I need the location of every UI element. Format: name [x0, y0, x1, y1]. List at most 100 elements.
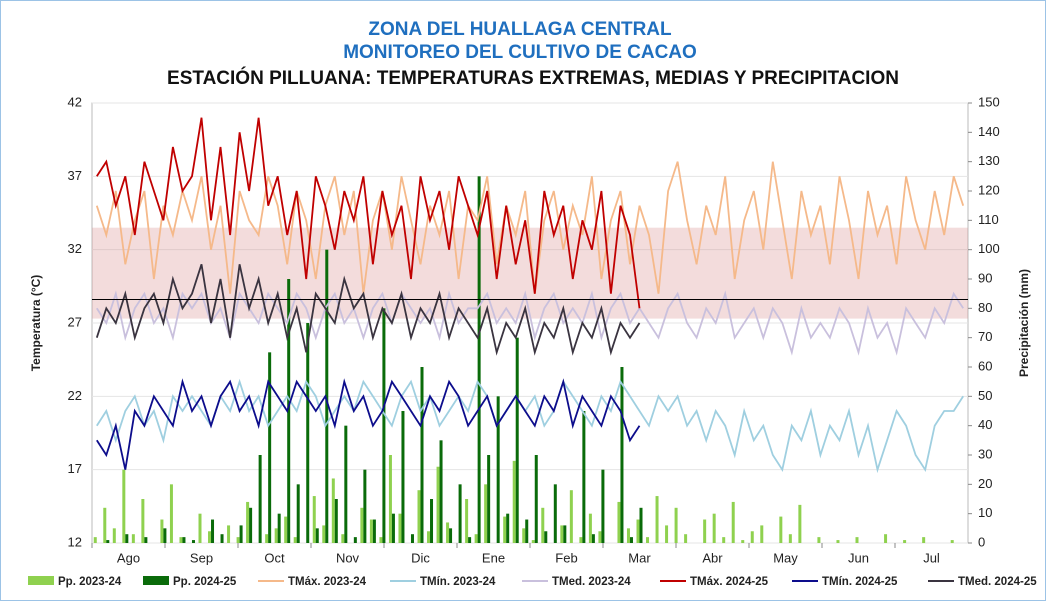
x-tick-label: Abr: [702, 550, 723, 565]
precip-bar: [534, 455, 538, 543]
precip-bar: [569, 490, 573, 543]
precip-bar: [646, 537, 650, 543]
precip-bar: [836, 540, 840, 543]
series-line: [96, 378, 964, 474]
y2-tick-label: 70: [978, 329, 992, 344]
precip-bar: [544, 531, 548, 543]
y-axis-label: Temperatura (°C): [29, 275, 43, 372]
precip-bar: [531, 540, 535, 543]
y2-tick-label: 120: [978, 182, 1000, 197]
precip-bar: [598, 531, 602, 543]
y2-tick-label: 130: [978, 153, 1000, 168]
precip-bar: [360, 507, 364, 543]
precip-bar: [439, 440, 443, 543]
series-line: [95, 264, 641, 356]
precip-bar: [131, 534, 135, 543]
y2-tick-label: 90: [978, 270, 992, 285]
precip-bar: [579, 537, 583, 543]
precip-bar: [182, 537, 186, 543]
legend-label: TMáx. 2024-25: [690, 576, 769, 588]
y2-tick-label: 0: [978, 534, 985, 549]
precip-bar: [636, 519, 640, 543]
precip-bar: [779, 516, 783, 543]
precip-bar: [353, 537, 357, 543]
precip-bar: [379, 537, 383, 543]
series-line: [96, 290, 964, 356]
y-tick-label: 22: [68, 388, 82, 403]
precip-bar: [312, 496, 316, 543]
precip-bar: [169, 484, 173, 543]
series-line: [96, 378, 641, 470]
precip-bar: [430, 499, 434, 543]
precip-bar: [496, 396, 500, 543]
legend-label: TMín. 2023-24: [420, 576, 496, 588]
legend-label: Pp. 2024-25: [173, 576, 237, 588]
precip-bar: [388, 455, 392, 543]
precip-bar: [620, 367, 624, 543]
precip-bar: [239, 525, 243, 543]
y2-tick-label: 20: [978, 476, 992, 491]
precip-bar: [477, 176, 481, 544]
precip-bar: [341, 534, 345, 543]
precip-bar: [436, 466, 440, 543]
precip-bar: [601, 469, 605, 543]
precip-bar: [950, 540, 954, 543]
y2-tick-label: 40: [978, 417, 992, 432]
precip-bar: [525, 519, 529, 543]
x-tick-label: May: [773, 550, 798, 565]
series-line: [96, 117, 641, 309]
precip-bar: [712, 513, 716, 543]
precip-bar: [296, 484, 300, 543]
legend-label: TMed. 2024-25: [958, 576, 1037, 588]
y-tick-label: 27: [68, 314, 82, 329]
precip-bar: [417, 490, 421, 543]
x-tick-label: Ago: [117, 550, 140, 565]
precip-bar: [563, 525, 567, 543]
precip-bar: [515, 337, 519, 543]
precip-bar: [522, 528, 526, 543]
legend-label: Pp. 2023-24: [58, 576, 122, 588]
precip-bar: [420, 367, 424, 543]
precip-bar: [731, 501, 735, 543]
precip-bar: [125, 534, 129, 543]
precip-bar: [211, 519, 215, 543]
precip-bar: [258, 455, 262, 543]
y2-tick-label: 80: [978, 300, 992, 315]
precip-bar: [334, 499, 338, 543]
precip-bar: [220, 534, 224, 543]
y2-tick-label: 150: [978, 94, 1000, 109]
precip-bar: [582, 411, 586, 543]
precip-bar: [198, 513, 202, 543]
precip-bar: [93, 537, 97, 543]
y-tick-label: 12: [68, 534, 82, 549]
precip-bar: [903, 540, 907, 543]
y2-tick-label: 100: [978, 241, 1000, 256]
precip-bar: [503, 516, 507, 543]
precip-bar: [798, 504, 802, 543]
precip-bar: [382, 308, 386, 543]
precip-bar: [265, 534, 269, 543]
y2-tick-label: 30: [978, 446, 992, 461]
y-tick-label: 32: [68, 241, 82, 256]
precip-bar: [722, 537, 726, 543]
precip-bar: [249, 507, 253, 543]
precip-bar: [141, 499, 145, 543]
precip-bar: [655, 496, 659, 543]
precip-bar: [391, 513, 395, 543]
y-tick-label: 42: [68, 94, 82, 109]
series-line: [95, 161, 965, 294]
legend-label: TMáx. 2023-24: [288, 576, 367, 588]
precip-bar: [484, 484, 488, 543]
precip-bar: [629, 537, 633, 543]
precip-bar: [553, 484, 557, 543]
legend-label: TMín. 2024-25: [822, 576, 898, 588]
precip-bar: [474, 534, 478, 543]
precip-bar: [103, 507, 107, 543]
precip-bar: [487, 455, 491, 543]
precip-bar: [665, 525, 669, 543]
precip-bar: [639, 507, 643, 543]
precip-bar: [817, 537, 821, 543]
precip-bar: [855, 537, 859, 543]
precip-bar: [741, 540, 745, 543]
